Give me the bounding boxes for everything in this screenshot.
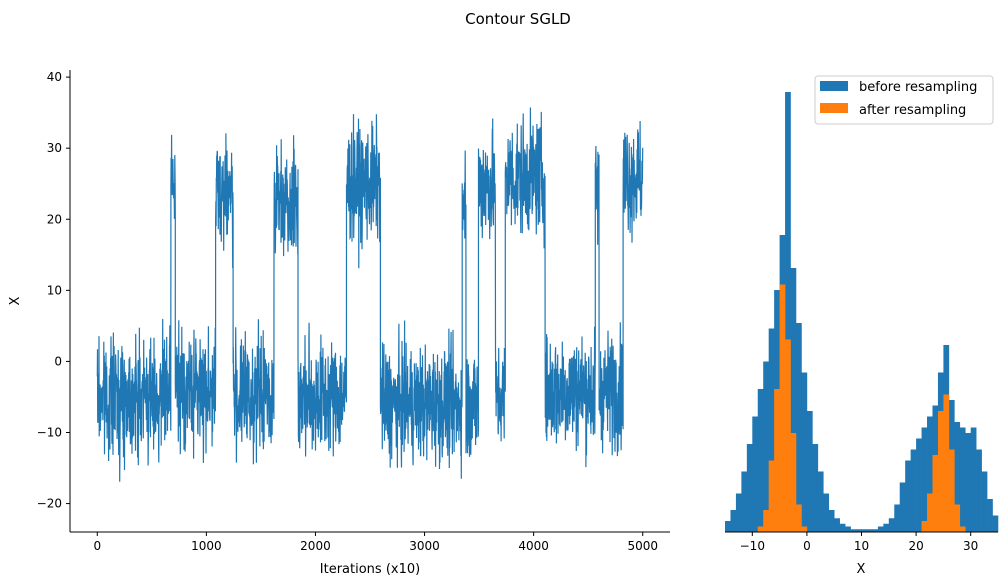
hist-x-tick-label: 20	[908, 539, 923, 553]
histogram-bar-before	[757, 389, 764, 532]
x-tick-label: 3000	[409, 539, 440, 553]
hist-x-tick-label: 10	[854, 539, 869, 553]
histogram-bar-after	[763, 510, 769, 532]
histogram-bar-before	[954, 422, 961, 532]
legend-label-before: before resampling	[859, 80, 977, 95]
legend-label-after: after resampling	[859, 103, 966, 118]
histogram-bar-after	[927, 493, 933, 532]
trace-line	[96, 107, 644, 482]
y-tick-label: −10	[37, 425, 62, 439]
histogram-bar-before	[790, 268, 797, 532]
histogram-bar-before	[959, 427, 966, 532]
legend-frame	[814, 75, 994, 125]
histogram-before-bars	[725, 92, 999, 532]
histogram-bar-before	[795, 323, 802, 532]
histogram-bar-after	[768, 460, 775, 532]
y-tick-label: 20	[47, 212, 62, 226]
trace-x-label: Iterations (x10)	[320, 562, 420, 577]
histogram-bar-before	[883, 523, 890, 532]
histogram-bar-before	[992, 515, 999, 532]
hist-x-tick-label: −10	[740, 539, 765, 553]
histogram-bar-before	[877, 526, 884, 532]
histogram-bar-before	[921, 427, 928, 532]
histogram-bar-before	[970, 427, 977, 532]
x-tick-label: 5000	[627, 539, 658, 553]
histogram-bar-before	[899, 482, 906, 532]
histogram-bar-before	[834, 518, 840, 532]
histogram-bar-before	[823, 493, 830, 532]
trace-panel: 0 1000 2000 3000 4000 5000 −20 −10 0 10 20 30 40 It…	[8, 70, 670, 577]
legend: before resampling after resampling	[814, 75, 994, 125]
histogram-bar-before	[850, 529, 857, 532]
histogram-bar-after	[779, 284, 786, 532]
figure-title: Contour SGLD	[465, 10, 571, 28]
histogram-bar-after	[774, 389, 780, 532]
hist-x-tick-label: 30	[963, 539, 978, 553]
histogram-bar-after	[954, 504, 961, 532]
histogram-bar-after	[937, 411, 944, 532]
histogram-bar-after	[795, 504, 802, 532]
histogram-bar-before	[905, 460, 911, 532]
histogram-panel: −10 0 10 20 30 X before resampling after res…	[725, 75, 999, 577]
histogram-bar-before	[839, 523, 846, 532]
histogram-bar-before	[828, 510, 835, 532]
histogram-bar-after	[948, 449, 955, 532]
histogram-bar-before	[987, 499, 993, 532]
legend-swatch-before	[820, 81, 848, 91]
histogram-bar-before	[976, 449, 982, 532]
histogram-bar-after	[921, 521, 928, 532]
histogram-bar-before	[894, 504, 901, 532]
histogram-bar-before	[872, 529, 879, 532]
x-tick-label: 4000	[518, 539, 549, 553]
histogram-bar-after	[932, 455, 939, 532]
histogram-bar-before	[741, 471, 748, 532]
histogram-bar-before	[746, 444, 753, 532]
histogram-bar-after	[959, 526, 966, 532]
y-tick-label: −20	[37, 497, 62, 511]
histogram-bar-before	[856, 529, 862, 532]
histogram-bar-before	[965, 433, 971, 532]
histogram-bar-before	[725, 521, 731, 532]
histogram-bar-after	[943, 394, 950, 532]
histogram-bar-before	[817, 471, 824, 532]
histogram-bar-before	[801, 372, 808, 532]
legend-swatch-after	[820, 103, 848, 113]
y-tick-label: 10	[47, 283, 62, 297]
histogram-bar-before	[927, 416, 933, 532]
y-tick-label: 30	[47, 141, 62, 155]
histogram-bar-before	[981, 471, 988, 532]
histogram-bar-before	[812, 444, 819, 532]
x-tick-label: 0	[93, 539, 101, 553]
histogram-bar-before	[910, 449, 917, 532]
y-tick-label: 0	[54, 354, 62, 368]
trace-x-ticks: 0 1000 2000 3000 4000 5000	[93, 532, 658, 553]
histogram-bar-before	[730, 510, 737, 532]
histogram-bar-before	[866, 529, 873, 532]
hist-x-tick-label: 0	[803, 539, 811, 553]
histogram-bar-before	[785, 92, 791, 532]
trace-y-ticks: −20 −10 0 10 20 30 40	[37, 70, 70, 511]
histogram-bar-before	[763, 361, 769, 532]
histogram-bar-after	[757, 526, 764, 532]
trace-y-label: X	[8, 296, 23, 305]
y-tick-label: 40	[47, 70, 62, 84]
histogram-bar-after	[790, 433, 797, 532]
histogram-after-bars	[757, 284, 966, 532]
histogram-bar-before	[752, 416, 759, 532]
histogram-bar-before	[735, 493, 742, 532]
hist-x-label: X	[857, 562, 866, 577]
histogram-bar-before	[845, 526, 851, 532]
histogram-bar-before	[861, 529, 868, 532]
histogram-bar-after	[785, 339, 791, 532]
histogram-bar-before	[916, 438, 922, 532]
histogram-bar-before	[768, 328, 775, 532]
histogram-bar-before	[806, 411, 813, 532]
x-tick-label: 1000	[191, 539, 222, 553]
histogram-bar-after	[801, 526, 808, 532]
hist-x-ticks: −10 0 10 20 30	[740, 532, 978, 553]
x-tick-label: 2000	[300, 539, 331, 553]
histogram-bar-before	[888, 518, 895, 532]
